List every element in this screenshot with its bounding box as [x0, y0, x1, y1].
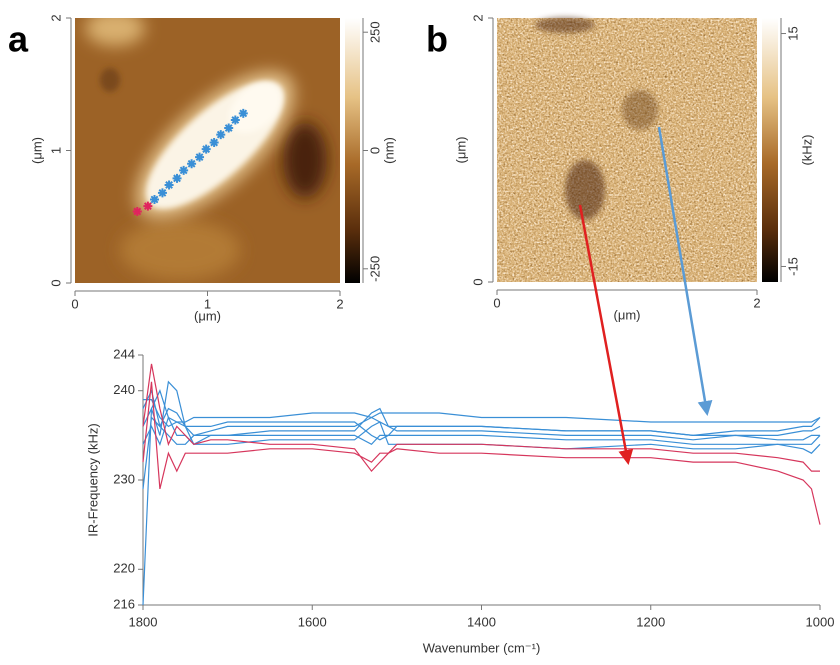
x-axis-label: (μm)	[194, 308, 221, 323]
marker	[201, 144, 211, 154]
marker	[238, 108, 248, 118]
y-axis-label: (μm)	[29, 137, 44, 164]
y-tick-label: 2	[470, 14, 485, 21]
marker	[230, 115, 240, 125]
x-tick-label: 2	[753, 295, 760, 310]
y-axis-label: IR-Frequency (kHz)	[85, 423, 100, 536]
x-tick-label: 1200	[636, 614, 665, 629]
x-tick-label: 1800	[129, 614, 158, 629]
x-tick-label: 1	[204, 296, 211, 311]
spectrum-line	[142, 407, 821, 489]
spectrum-line	[142, 388, 821, 446]
ir-frequency-image	[497, 17, 757, 282]
arrow	[657, 126, 713, 416]
colorbar-tick-label: 15	[785, 26, 800, 40]
marker	[187, 159, 197, 169]
y-tick-label: 216	[113, 596, 135, 611]
x-tick-label: 0	[493, 295, 500, 310]
x-tick-label: 1000	[806, 614, 835, 629]
x-axis-label: Wavenumber (cm⁻¹)	[423, 640, 541, 655]
marker	[150, 195, 159, 205]
spectrum-line	[143, 399, 821, 441]
arrow	[578, 204, 634, 465]
colorbar-tick-label: -15	[785, 257, 800, 276]
marker	[164, 180, 174, 190]
panel-label: a	[8, 19, 29, 60]
y-tick-label: 0	[470, 278, 485, 285]
y-tick-label: 2	[48, 14, 63, 21]
colorbar-tick-label: 0	[367, 147, 382, 154]
colorbar-label: (kHz)	[799, 134, 814, 165]
colorbar-tick-label: 250	[367, 21, 382, 43]
colorbar	[762, 18, 778, 282]
marker	[209, 138, 219, 148]
x-tick-label: 2	[336, 296, 343, 311]
colorbar-tick-label: -250	[367, 256, 382, 282]
x-tick-label: 1400	[467, 614, 496, 629]
marker	[172, 173, 182, 183]
y-tick-label: 240	[113, 382, 135, 397]
spectrum-line	[142, 389, 821, 606]
x-axis-label: (μm)	[614, 307, 641, 322]
colorbar	[345, 18, 360, 283]
y-tick-label: 1	[48, 147, 63, 154]
y-tick-label: 244	[113, 346, 135, 361]
marker	[224, 123, 234, 133]
colorbar-label: (nm)	[381, 137, 396, 164]
marker	[143, 201, 153, 211]
marker	[132, 206, 142, 216]
marker	[195, 152, 205, 162]
spectrum-line	[142, 415, 821, 454]
marker	[216, 130, 226, 140]
y-axis-label: (μm)	[453, 137, 468, 164]
panel-label: b	[426, 19, 448, 60]
spectrum-line	[142, 363, 820, 473]
marker	[179, 165, 189, 175]
y-tick-label: 0	[48, 279, 63, 286]
marker	[157, 188, 167, 198]
spectrum-line	[142, 381, 821, 525]
y-tick-label: 220	[113, 561, 135, 576]
x-tick-label: 1600	[298, 614, 327, 629]
x-tick-label: 0	[71, 296, 78, 311]
y-tick-label: 230	[113, 471, 135, 486]
spectrum-line	[142, 380, 820, 446]
